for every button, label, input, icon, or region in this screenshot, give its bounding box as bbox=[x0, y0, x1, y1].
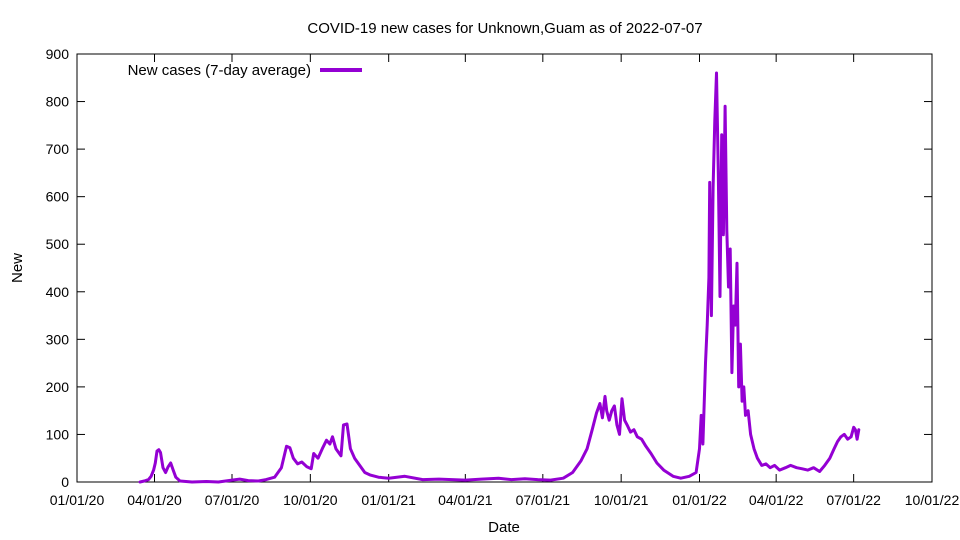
x-axis-tick-labels: 01/01/20 04/01/20 07/01/20 10/01/20 01/01/21… bbox=[50, 492, 960, 508]
legend-label: New cases (7-day average) bbox=[128, 62, 311, 79]
y-tick-label: 500 bbox=[46, 236, 70, 252]
chart-title: COVID-19 new cases for Unknown,Guam as o… bbox=[307, 20, 702, 37]
x-tick-label: 07/01/20 bbox=[205, 492, 260, 508]
y-tick-label: 600 bbox=[46, 189, 70, 205]
y-axis-tick-labels: 0 100 200 300 400 500 600 700 800 900 bbox=[46, 46, 70, 490]
legend: New cases (7-day average) bbox=[128, 62, 362, 79]
x-tick-label: 01/01/22 bbox=[672, 492, 727, 508]
x-tick-label: 07/01/21 bbox=[516, 492, 571, 508]
x-tick-label: 10/01/21 bbox=[594, 492, 649, 508]
x-tick-label: 04/01/22 bbox=[749, 492, 804, 508]
series-line-0 bbox=[138, 71, 861, 484]
x-tick-label: 04/01/21 bbox=[438, 492, 493, 508]
y-tick-label: 200 bbox=[46, 379, 70, 395]
x-tick-label: 10/01/22 bbox=[905, 492, 960, 508]
x-tick-label: 07/01/22 bbox=[826, 492, 881, 508]
series-layer bbox=[138, 71, 861, 484]
plot-frame bbox=[76, 53, 933, 483]
x-tick-label: 04/01/20 bbox=[127, 492, 182, 508]
y-tick-label: 300 bbox=[46, 331, 70, 347]
y-tick-label: 400 bbox=[46, 284, 70, 300]
y-tick-label: 900 bbox=[46, 46, 70, 62]
y-tick-label: 100 bbox=[46, 426, 70, 442]
y-axis-title: New bbox=[9, 253, 26, 283]
axis-ticks bbox=[76, 53, 933, 483]
x-tick-label: 01/01/20 bbox=[50, 492, 105, 508]
y-tick-label: 700 bbox=[46, 141, 70, 157]
x-tick-label: 01/01/21 bbox=[361, 492, 416, 508]
y-tick-label: 800 bbox=[46, 94, 70, 110]
y-tick-label: 0 bbox=[61, 474, 69, 490]
x-tick-label: 10/01/20 bbox=[283, 492, 338, 508]
x-axis-title: Date bbox=[488, 519, 520, 536]
